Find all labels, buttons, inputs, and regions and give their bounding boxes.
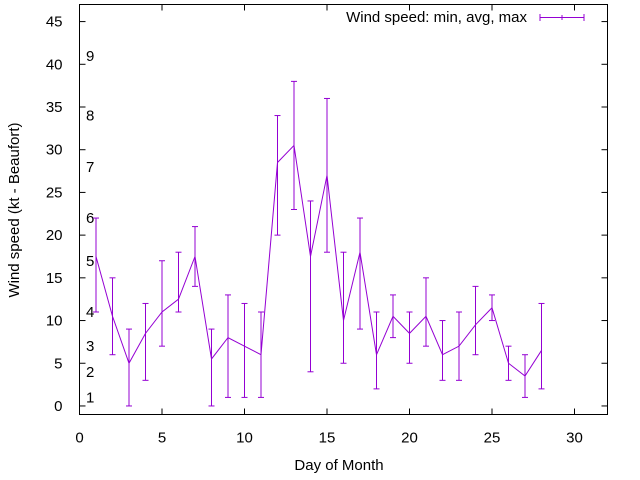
beaufort-label: 2 bbox=[86, 364, 94, 381]
x-tick-label: 30 bbox=[566, 430, 583, 447]
x-tick-label: 20 bbox=[401, 430, 418, 447]
beaufort-label: 1 bbox=[86, 389, 94, 406]
beaufort-label: 5 bbox=[86, 253, 94, 270]
x-tick-label: 0 bbox=[75, 430, 83, 447]
beaufort-annotations: 1 2 3 4 5 6 7 8 9 bbox=[86, 48, 94, 407]
beaufort-label: 4 bbox=[86, 304, 94, 321]
y-tick-label: 5 bbox=[54, 355, 62, 372]
plot-frame bbox=[79, 4, 608, 415]
x-axis-label: Day of Month bbox=[294, 457, 383, 474]
y-tick-label: 40 bbox=[46, 56, 63, 73]
beaufort-label: 9 bbox=[86, 48, 94, 65]
y-tick-label: 10 bbox=[46, 313, 63, 330]
x-axis: 0 5 10 15 20 25 30 bbox=[75, 4, 583, 447]
y-tick-label: 35 bbox=[46, 99, 63, 116]
y-tick-label: 45 bbox=[46, 14, 63, 31]
x-tick-label: 25 bbox=[484, 430, 501, 447]
beaufort-label: 8 bbox=[86, 108, 94, 125]
legend-label: Wind speed: min, avg, max bbox=[346, 9, 527, 26]
beaufort-label: 3 bbox=[86, 338, 94, 355]
y-tick-label: 15 bbox=[46, 270, 63, 287]
beaufort-label: 6 bbox=[86, 210, 94, 227]
series-line-avg bbox=[95, 144, 542, 377]
legend: Wind speed: min, avg, max bbox=[346, 9, 585, 26]
x-tick-label: 5 bbox=[158, 430, 166, 447]
y-tick-label: 30 bbox=[46, 142, 63, 159]
x-tick-label: 15 bbox=[319, 430, 336, 447]
x-tick-label: 10 bbox=[236, 430, 253, 447]
y-tick-label: 20 bbox=[46, 227, 63, 244]
y-tick-label: 0 bbox=[54, 398, 62, 415]
error-bars bbox=[93, 80, 545, 407]
y-tick-label: 25 bbox=[46, 184, 63, 201]
beaufort-label: 7 bbox=[86, 159, 94, 176]
y-axis-label: Wind speed (kt - Beaufort) bbox=[6, 122, 23, 297]
